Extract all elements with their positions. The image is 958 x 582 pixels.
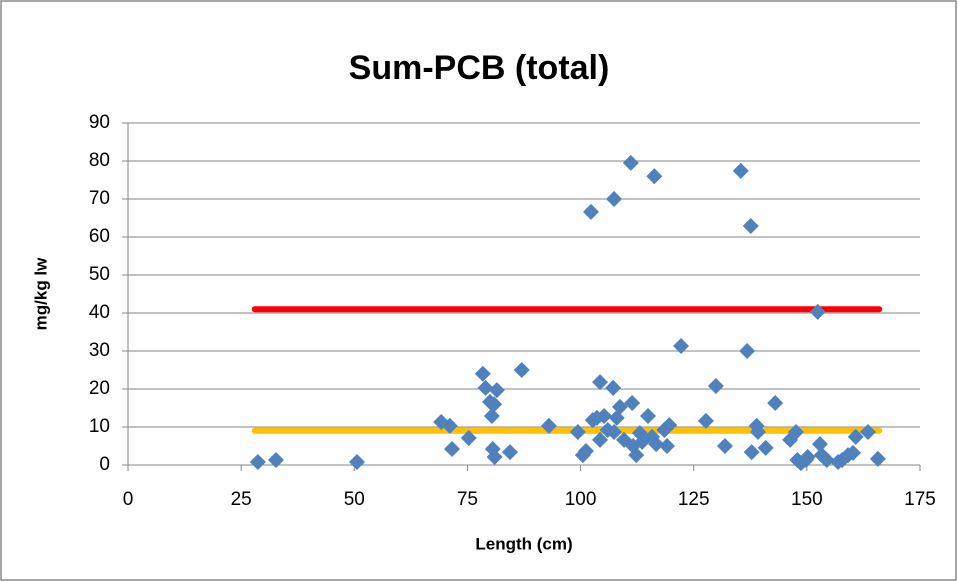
- x-tick-label: 150: [791, 489, 823, 510]
- x-tick-label: 25: [231, 489, 252, 510]
- x-tick-label: 50: [344, 489, 365, 510]
- y-tick-label: 80: [89, 150, 110, 171]
- data-point: [743, 444, 760, 461]
- x-tick-label: 125: [678, 489, 710, 510]
- data-point: [606, 191, 623, 207]
- y-tick-label: 10: [89, 416, 110, 437]
- data-point: [628, 447, 645, 464]
- x-tick-label: 100: [565, 489, 597, 510]
- data-point: [859, 423, 876, 440]
- data-point: [444, 441, 461, 458]
- data-point: [845, 444, 862, 461]
- data-point: [501, 444, 518, 461]
- data-point: [513, 362, 530, 378]
- data-point: [605, 379, 622, 396]
- data-point: [716, 438, 733, 454]
- data-point: [624, 395, 641, 412]
- x-tick-label: 75: [457, 489, 478, 510]
- data-point: [569, 423, 586, 440]
- data-point: [474, 365, 491, 382]
- y-tick-label: 0: [99, 454, 110, 475]
- y-tick-label: 60: [89, 226, 110, 247]
- data-point: [787, 423, 804, 440]
- chart-title: Sum-PCB (total): [349, 49, 610, 87]
- x-tick-label: 0: [123, 489, 134, 510]
- data-point: [606, 423, 623, 440]
- y-tick-label: 20: [89, 378, 110, 399]
- data-point: [809, 303, 826, 320]
- data-point: [646, 168, 663, 185]
- data-point: [486, 449, 503, 466]
- y-tick-label: 30: [89, 340, 110, 361]
- data-point: [869, 450, 886, 467]
- data-point: [732, 162, 749, 179]
- y-tick-label: 40: [89, 302, 110, 323]
- data-point: [767, 395, 784, 412]
- data-point: [483, 407, 500, 424]
- data-point: [818, 452, 835, 469]
- data-point: [673, 338, 690, 355]
- data-point: [540, 417, 557, 434]
- data-point: [742, 217, 759, 234]
- data-point: [661, 417, 678, 434]
- y-tick-label: 50: [89, 264, 110, 285]
- data-point: [349, 453, 366, 470]
- data-point: [648, 436, 665, 453]
- y-tick-label: 90: [89, 112, 110, 133]
- data-point: [596, 407, 613, 424]
- y-axis-label: mg/kg lw: [31, 257, 50, 331]
- data-point: [749, 423, 766, 440]
- data-point: [460, 430, 477, 447]
- data-point: [486, 396, 503, 413]
- data-point: [611, 398, 628, 415]
- data-point: [578, 442, 595, 459]
- data-point: [477, 379, 494, 396]
- data-point: [249, 453, 266, 470]
- y-tick-label: 70: [89, 188, 110, 209]
- data-point: [488, 382, 505, 399]
- x-axis-label: Length (cm): [475, 534, 572, 553]
- data-point: [847, 428, 864, 445]
- data-point: [441, 417, 458, 434]
- data-point: [757, 439, 774, 456]
- data-point: [592, 431, 609, 448]
- data-point: [622, 154, 639, 171]
- data-point: [739, 343, 756, 359]
- data-point: [640, 407, 657, 424]
- x-tick-label: 175: [904, 489, 936, 510]
- data-point: [582, 203, 599, 220]
- data-point: [592, 374, 609, 391]
- data-point: [697, 412, 714, 429]
- data-point: [811, 436, 828, 453]
- data-point: [267, 452, 284, 469]
- data-point: [659, 438, 676, 454]
- data-point: [799, 449, 816, 466]
- data-point: [707, 377, 724, 394]
